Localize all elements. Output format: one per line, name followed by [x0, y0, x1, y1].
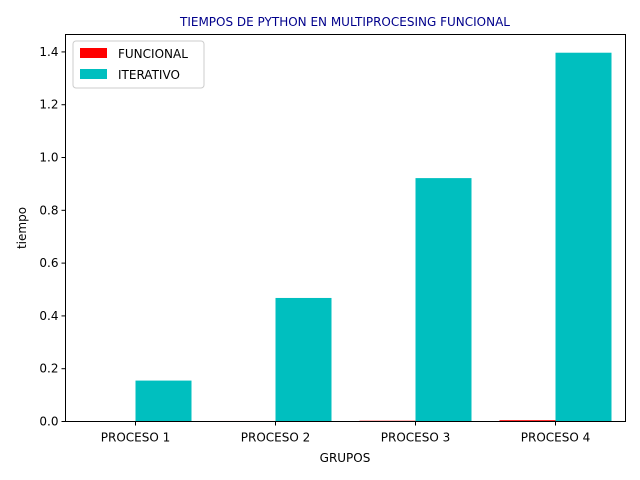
- legend: FUNCIONAL ITERATIVO: [72, 40, 205, 89]
- chart-title: TIEMPOS DE PYTHON EN MULTIPROCESING FUNC…: [179, 15, 510, 29]
- y-tick-label: 0.2: [39, 362, 58, 376]
- legend-swatch-funcional: [80, 48, 107, 58]
- y-tick-label: 0.6: [39, 256, 58, 270]
- bar-funcional-4: [499, 420, 556, 422]
- bar-iterativo-1: [135, 380, 192, 422]
- bar-iterativo-3: [415, 178, 472, 422]
- legend-label-funcional: FUNCIONAL: [118, 47, 188, 61]
- y-tick-label: 1.2: [39, 98, 58, 112]
- y-tick-label: 0.4: [39, 309, 58, 323]
- y-axis-label: tiempo: [15, 207, 29, 249]
- x-tick-label: PROCESO 1: [101, 431, 171, 445]
- y-tick-label: 0.0: [39, 415, 58, 429]
- x-tick-label: PROCESO 4: [521, 431, 591, 445]
- legend-swatch-iterativo: [80, 69, 107, 79]
- y-tick-label: 1.0: [39, 151, 58, 165]
- x-tick-label: PROCESO 3: [381, 431, 451, 445]
- y-tick-label: 1.4: [39, 45, 58, 59]
- bar-iterativo-2: [275, 297, 332, 422]
- bar-iterativo-4: [555, 52, 612, 422]
- plot-frame: [65, 34, 626, 422]
- x-tick-label: PROCESO 2: [241, 431, 311, 445]
- x-axis-label: GRUPOS: [320, 451, 371, 465]
- y-tick-label: 0.8: [39, 203, 58, 217]
- legend-label-iterativo: ITERATIVO: [118, 68, 180, 82]
